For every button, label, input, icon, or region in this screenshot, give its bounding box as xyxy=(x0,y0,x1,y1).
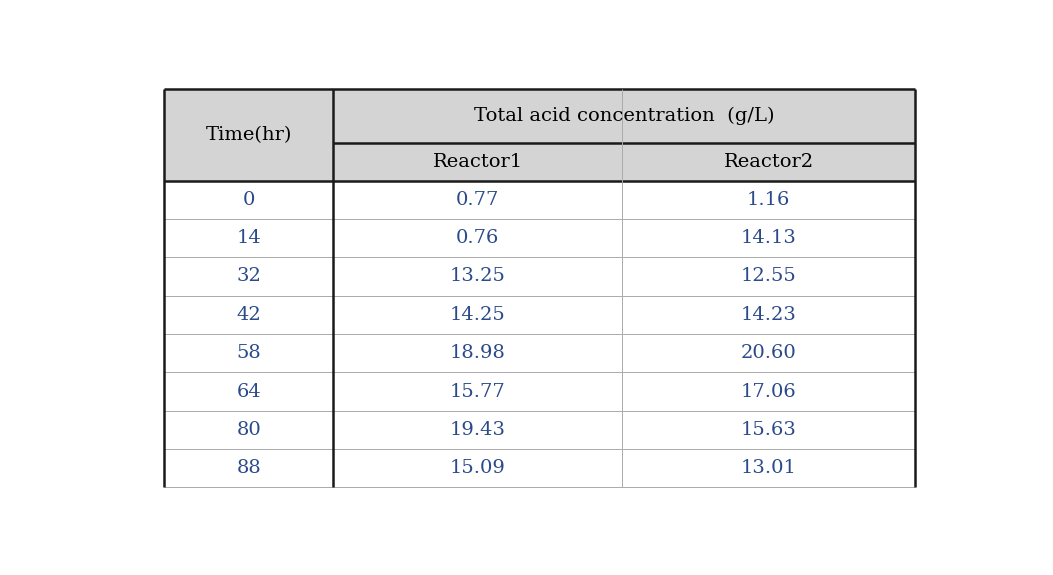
Text: 15.09: 15.09 xyxy=(450,459,505,477)
Text: 15.63: 15.63 xyxy=(740,421,796,439)
Text: 42: 42 xyxy=(236,306,261,324)
Text: Time(hr): Time(hr) xyxy=(205,126,292,144)
Text: 14.25: 14.25 xyxy=(450,306,505,324)
Text: 80: 80 xyxy=(236,421,261,439)
Text: 14: 14 xyxy=(236,229,261,247)
Text: Reactor1: Reactor1 xyxy=(433,152,522,171)
Text: 1.16: 1.16 xyxy=(747,191,791,209)
Bar xyxy=(164,411,915,449)
Bar xyxy=(164,257,915,296)
Text: 14.23: 14.23 xyxy=(740,306,796,324)
Text: 15.77: 15.77 xyxy=(450,382,505,401)
Text: 58: 58 xyxy=(236,344,261,362)
Text: 17.06: 17.06 xyxy=(740,382,796,401)
Text: Total acid concentration  (g/L): Total acid concentration (g/L) xyxy=(474,107,774,125)
Bar xyxy=(164,219,915,257)
Bar xyxy=(164,373,915,411)
Bar xyxy=(164,334,915,373)
Text: 19.43: 19.43 xyxy=(450,421,505,439)
Bar xyxy=(164,449,915,488)
Bar xyxy=(164,296,915,334)
Text: 0.77: 0.77 xyxy=(456,191,499,209)
Bar xyxy=(622,143,915,181)
Text: 14.13: 14.13 xyxy=(740,229,796,247)
Text: 12.55: 12.55 xyxy=(740,267,796,285)
Text: 64: 64 xyxy=(236,382,261,401)
Text: 32: 32 xyxy=(236,267,261,285)
Bar xyxy=(164,181,915,219)
Text: 13.25: 13.25 xyxy=(450,267,505,285)
Text: 18.98: 18.98 xyxy=(450,344,505,362)
Text: Reactor2: Reactor2 xyxy=(723,152,814,171)
Text: 13.01: 13.01 xyxy=(740,459,796,477)
Bar xyxy=(333,143,622,181)
Text: 0: 0 xyxy=(242,191,255,209)
Text: 88: 88 xyxy=(236,459,261,477)
Text: 20.60: 20.60 xyxy=(740,344,796,362)
Text: 0.76: 0.76 xyxy=(456,229,499,247)
